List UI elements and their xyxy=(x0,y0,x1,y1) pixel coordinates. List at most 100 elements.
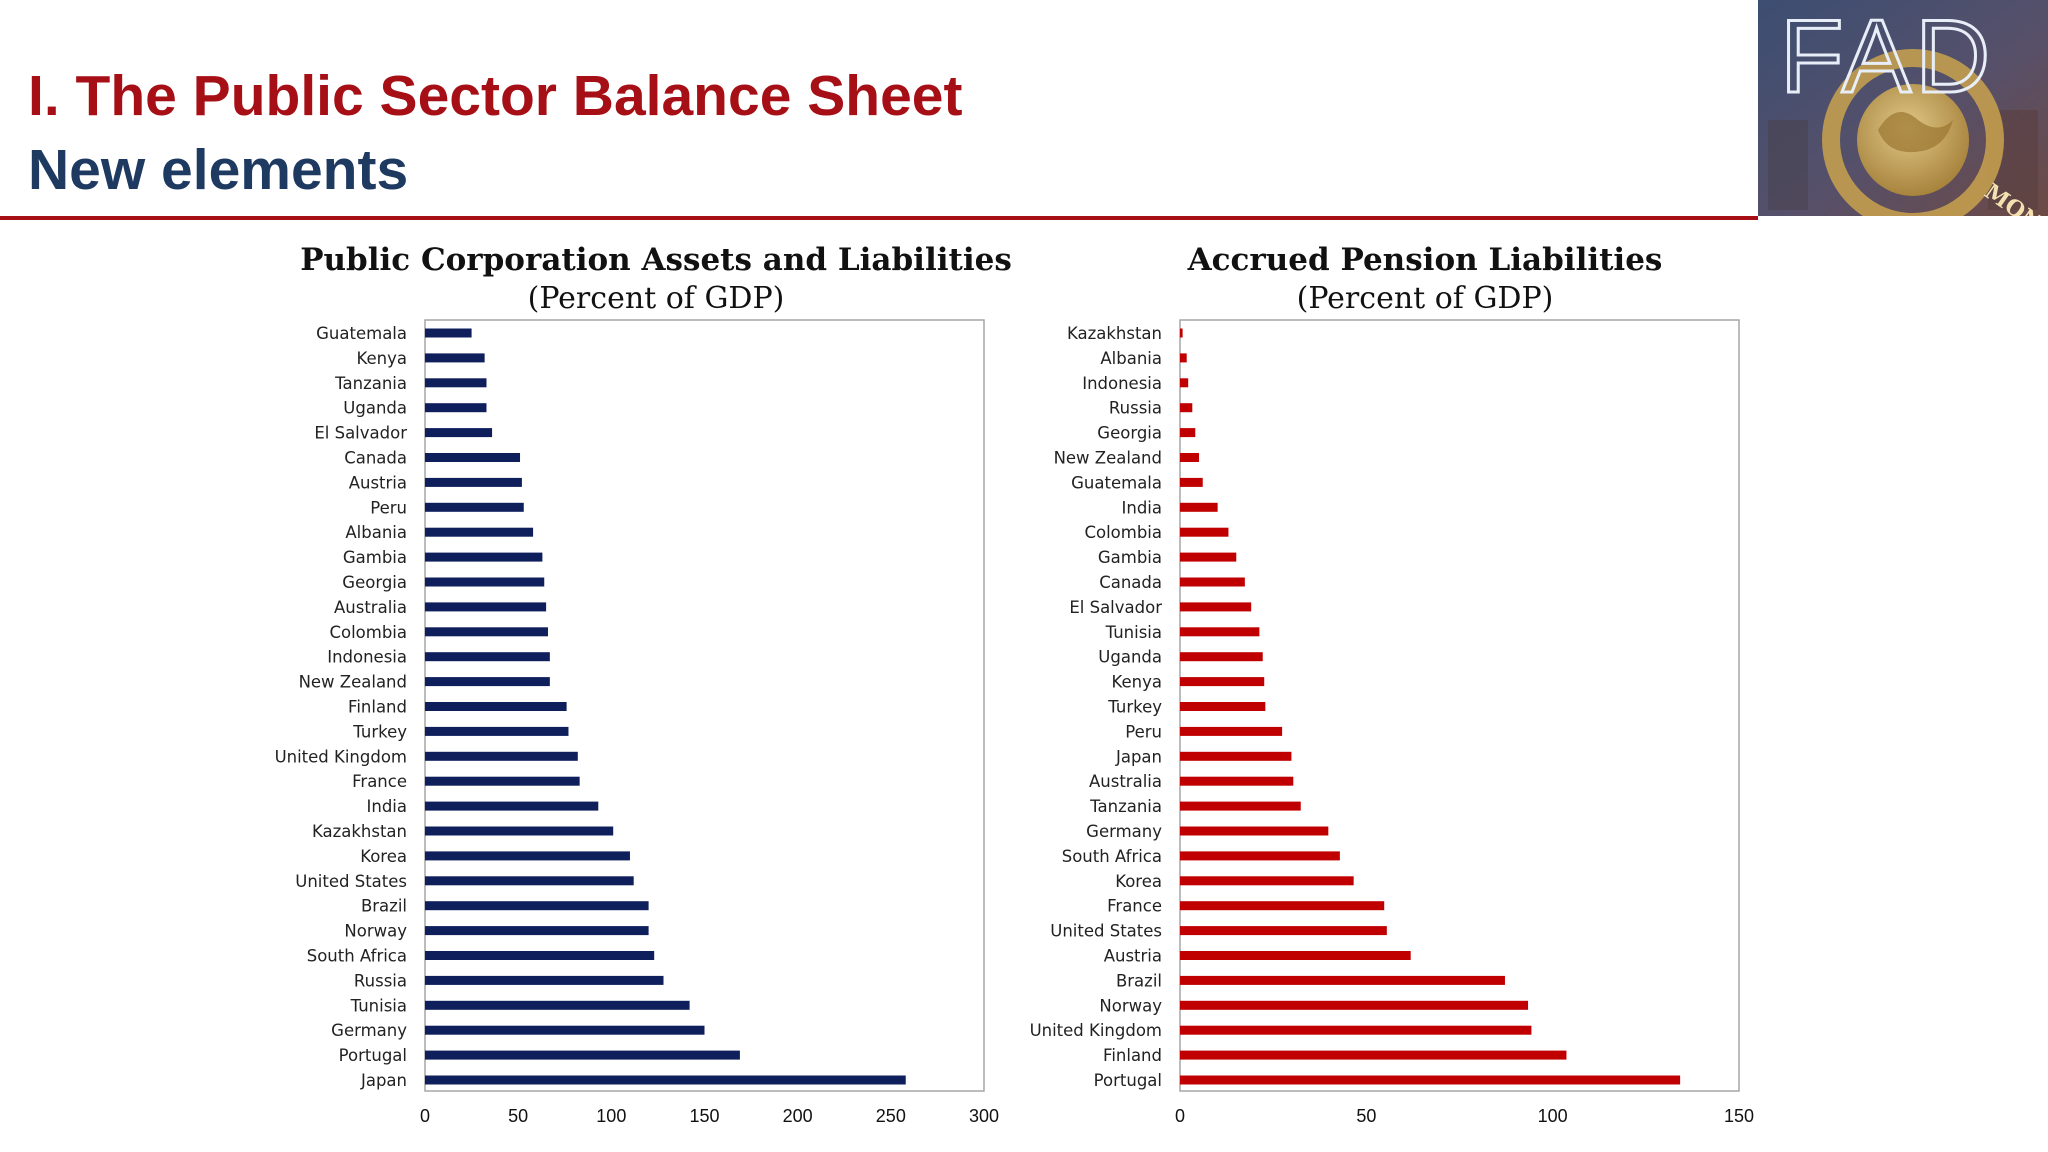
category-label: New Zealand xyxy=(299,673,407,692)
category-label: France xyxy=(1107,897,1162,916)
bar xyxy=(425,428,493,438)
chart2-subtitle: (Percent of GDP) xyxy=(1297,281,1554,316)
bar xyxy=(425,1000,690,1010)
bar xyxy=(1180,702,1266,711)
bar xyxy=(1180,428,1196,438)
category-label: United Kingdom xyxy=(275,747,407,766)
bar xyxy=(1180,926,1387,936)
bar xyxy=(1180,1050,1567,1060)
chart1-title: Public Corporation Assets and Liabilitie… xyxy=(300,242,1012,278)
category-label: Albania xyxy=(345,523,407,542)
bar xyxy=(1180,403,1193,413)
chart-pension-liabilities: Accrued Pension Liabilities (Percent of … xyxy=(1030,242,1754,1126)
category-label: South Africa xyxy=(307,947,407,966)
bar xyxy=(1180,577,1245,587)
bar xyxy=(1180,975,1505,985)
category-label: Austria xyxy=(1104,947,1162,966)
category-label: India xyxy=(1122,498,1163,517)
bar xyxy=(425,826,614,836)
category-label: Tanzania xyxy=(334,374,407,393)
bar xyxy=(1180,677,1265,687)
chart2-title: Accrued Pension Liabilities xyxy=(1187,242,1663,278)
category-label: Russia xyxy=(354,971,407,990)
category-label: France xyxy=(352,772,407,791)
slide-title: I. The Public Sector Balance Sheet xyxy=(28,64,963,128)
bar xyxy=(425,851,630,861)
category-label: Guatemala xyxy=(316,324,407,343)
bar xyxy=(1180,652,1263,662)
x-tick-label: 0 xyxy=(420,1106,430,1126)
chart2-plot-frame xyxy=(1179,319,1740,1092)
chart1-category-labels: Guatemala Kenya Tanzania Uganda El Salvador C… xyxy=(275,324,408,1090)
category-label: Gambia xyxy=(343,548,407,567)
x-tick-label: 250 xyxy=(876,1106,906,1126)
category-label: Korea xyxy=(360,847,407,866)
chart1-subtitle: (Percent of GDP) xyxy=(528,281,785,316)
category-label: Colombia xyxy=(329,623,407,642)
category-label: Canada xyxy=(344,449,407,468)
bar xyxy=(1180,901,1385,911)
category-label: Norway xyxy=(344,922,407,941)
chart1-bars xyxy=(425,328,906,1085)
category-label: Finland xyxy=(348,698,407,717)
x-tick-label: 200 xyxy=(783,1106,813,1126)
bar xyxy=(1180,1025,1532,1035)
header-rule xyxy=(0,216,1758,220)
bar xyxy=(425,1075,906,1085)
bar xyxy=(1180,1000,1529,1010)
x-tick-label: 150 xyxy=(689,1106,719,1126)
bar xyxy=(425,801,599,811)
bar xyxy=(1180,453,1200,462)
category-label: Germany xyxy=(331,1021,407,1040)
bar xyxy=(1180,477,1203,487)
bar xyxy=(425,951,655,960)
bar xyxy=(425,751,578,761)
bar xyxy=(425,552,543,562)
category-label: Japan xyxy=(360,1071,407,1090)
bar xyxy=(425,677,550,687)
category-label: Austria xyxy=(349,473,407,492)
bar xyxy=(425,652,550,662)
category-label: Kenya xyxy=(1112,673,1162,692)
imf-fad-logo: MONETARY FUND FAD xyxy=(1758,0,2048,216)
category-label: South Africa xyxy=(1062,847,1162,866)
bar xyxy=(425,975,664,985)
slide-subtitle: New elements xyxy=(28,138,409,202)
x-tick-label: 300 xyxy=(969,1106,999,1126)
category-label: United States xyxy=(295,872,407,891)
category-label: Colombia xyxy=(1084,523,1162,542)
category-label: El Salvador xyxy=(1069,598,1162,617)
category-label: Uganda xyxy=(343,399,407,418)
category-label: Russia xyxy=(1109,399,1162,418)
bar xyxy=(425,577,545,587)
category-label: Tanzania xyxy=(1089,797,1162,816)
category-label: United States xyxy=(1050,922,1162,941)
category-label: Brazil xyxy=(361,897,407,916)
category-label: Tunisia xyxy=(1105,623,1162,642)
category-label: Germany xyxy=(1086,822,1162,841)
category-label: Kenya xyxy=(357,349,407,368)
bar xyxy=(1180,826,1329,836)
bar xyxy=(425,378,487,388)
bar xyxy=(1180,851,1340,861)
bar xyxy=(425,353,485,363)
chart1-tick-labels: 0 50 100 150 200 250 300 xyxy=(420,1106,999,1126)
bar xyxy=(425,726,569,736)
bar xyxy=(1180,751,1292,761)
category-label: Peru xyxy=(370,498,407,517)
category-label: Turkey xyxy=(352,722,407,741)
category-label: Portugal xyxy=(339,1046,407,1065)
category-label: Finland xyxy=(1103,1046,1162,1065)
bar xyxy=(425,702,567,711)
category-label: United Kingdom xyxy=(1030,1021,1162,1040)
category-label: Australia xyxy=(334,598,407,617)
bar xyxy=(425,328,472,338)
chart2-tick-labels: 0 50 100 150 xyxy=(1175,1106,1754,1126)
category-label: Australia xyxy=(1089,772,1162,791)
bar xyxy=(425,1050,740,1060)
category-label: Indonesia xyxy=(327,648,407,667)
bar xyxy=(425,627,548,637)
category-label: Gambia xyxy=(1098,548,1162,567)
bar xyxy=(1180,1075,1681,1085)
